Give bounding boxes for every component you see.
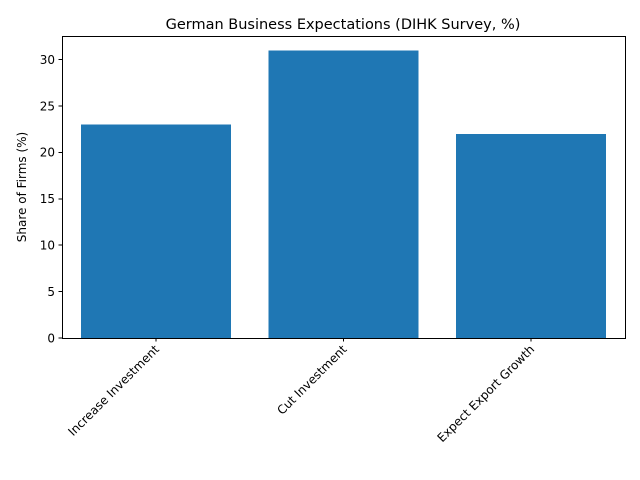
x-tick-label: Cut Investment <box>274 342 349 417</box>
y-axis-ticks: 0 5 10 15 20 25 30 <box>40 53 62 345</box>
bar-increase-investment <box>80 124 231 338</box>
y-tick-label: 30 <box>40 53 55 67</box>
bar-cut-investment <box>268 50 419 338</box>
plot-frame <box>62 36 626 339</box>
y-tick-label: 0 <box>47 331 55 345</box>
x-axis-ticks: Increase Investment Cut Investment Expect … <box>65 338 537 445</box>
chart-title: German Business Expectations (DIHK Surve… <box>166 17 521 33</box>
x-tick-label: Increase Investment <box>65 342 162 439</box>
y-tick-label: 25 <box>40 99 55 113</box>
y-tick-label: 5 <box>47 285 55 299</box>
x-tick-label: Expect Export Growth <box>435 342 538 445</box>
bar-expect-export-growth <box>456 133 607 338</box>
plot-border <box>62 36 626 339</box>
y-tick-label: 20 <box>40 146 55 160</box>
y-tick-label: 15 <box>40 192 55 206</box>
y-axis-label: Share of Firms (%) <box>15 132 29 242</box>
y-tick-label: 10 <box>40 239 55 253</box>
bars-layer <box>80 50 607 338</box>
